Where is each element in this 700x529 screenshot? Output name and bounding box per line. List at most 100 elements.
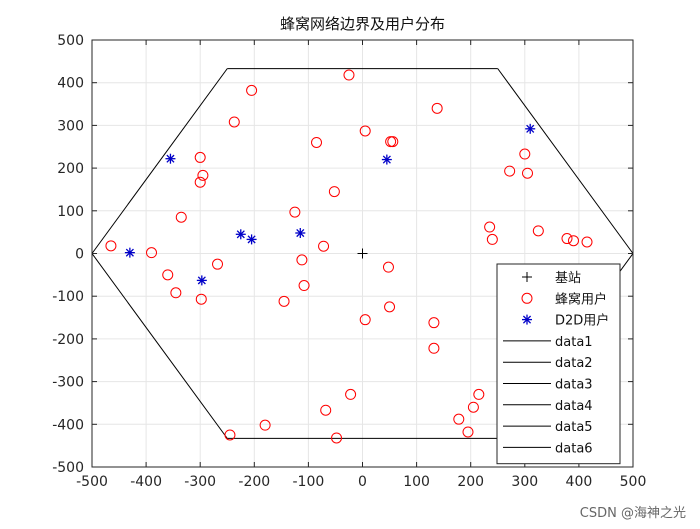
d2d-user-point bbox=[295, 228, 306, 239]
cellular-user-point bbox=[385, 136, 397, 148]
cellular-user-point bbox=[212, 258, 224, 270]
cellular-user-point bbox=[522, 167, 534, 179]
legend-label: data2 bbox=[555, 356, 593, 371]
cellular-user-point bbox=[289, 206, 301, 218]
cellular-user-point bbox=[561, 233, 573, 245]
cellular-user-point bbox=[359, 125, 371, 137]
y-tick-label: 0 bbox=[75, 247, 84, 263]
boundary-segment-data4 bbox=[91, 253, 228, 439]
legend-label: data3 bbox=[555, 378, 593, 393]
d2d-user-point bbox=[381, 154, 392, 165]
cellular-user-point bbox=[343, 69, 355, 81]
cellular-user-point bbox=[175, 211, 187, 223]
y-tick-label: 300 bbox=[57, 118, 84, 134]
y-tick-label: 100 bbox=[57, 204, 84, 220]
cellular-user-point bbox=[311, 136, 323, 148]
boundary-segment-data1 bbox=[497, 68, 634, 254]
cellular-user-point bbox=[581, 236, 593, 248]
cellular-user-point bbox=[195, 293, 207, 305]
cellular-user-point bbox=[345, 388, 357, 400]
x-tick-label: -300 bbox=[184, 474, 216, 490]
cellular-user-point bbox=[384, 301, 396, 313]
legend-label: 基站 bbox=[555, 271, 581, 286]
x-tick-label: 200 bbox=[457, 474, 484, 490]
cellular-user-point bbox=[170, 287, 182, 299]
x-tick-label: 0 bbox=[358, 474, 367, 490]
legend-label: data1 bbox=[555, 335, 593, 350]
cellular-user-point bbox=[359, 314, 371, 326]
cellular-user-point bbox=[194, 151, 206, 163]
x-tick-label: -400 bbox=[130, 474, 162, 490]
boundary-segment-data3 bbox=[91, 68, 228, 254]
cellular-user-point bbox=[428, 317, 440, 329]
cellular-user-point bbox=[320, 404, 332, 416]
cellular-user-point bbox=[328, 186, 340, 198]
cellular-user-point bbox=[486, 233, 498, 245]
legend-label: data5 bbox=[555, 420, 593, 435]
cellular-user-point bbox=[197, 169, 209, 181]
y-tick-label: -400 bbox=[52, 417, 84, 433]
base-station-point bbox=[357, 248, 368, 259]
cellular-user-point bbox=[162, 269, 174, 281]
cellular-user-point bbox=[532, 225, 544, 237]
cellular-user-point bbox=[146, 247, 158, 259]
cellular-user-point bbox=[331, 432, 343, 444]
cellular-user-point bbox=[228, 116, 240, 128]
legend-marker-base-station bbox=[522, 272, 532, 282]
cellular-user-point bbox=[259, 419, 271, 431]
cellular-user-point bbox=[387, 136, 399, 148]
cellular-user-point bbox=[519, 148, 531, 160]
cellular-user-point bbox=[194, 176, 206, 188]
cellular-user-point bbox=[473, 388, 485, 400]
legend-marker-cellular-user bbox=[521, 292, 533, 304]
y-tick-label: -500 bbox=[52, 460, 84, 476]
legend-label: data6 bbox=[555, 441, 593, 456]
d2d-user-point bbox=[246, 234, 257, 245]
legend-label: data4 bbox=[555, 399, 593, 414]
y-tick-label: 400 bbox=[57, 76, 84, 92]
cellular-user-point bbox=[382, 261, 394, 273]
cellular-user-point bbox=[567, 235, 579, 247]
cellular-user-point bbox=[428, 342, 440, 354]
cellular-user-point bbox=[296, 254, 308, 266]
cellular-user-point bbox=[318, 240, 330, 252]
cellular-user-point bbox=[224, 429, 236, 441]
legend-marker-d2d-user bbox=[522, 314, 532, 325]
x-tick-label: -500 bbox=[76, 474, 108, 490]
d2d-user-point bbox=[525, 123, 536, 134]
legend-box bbox=[496, 263, 621, 465]
x-tick-label: -100 bbox=[293, 474, 325, 490]
cellular-user-point bbox=[246, 84, 258, 96]
cellular-user-point bbox=[467, 401, 479, 413]
y-tick-label: -200 bbox=[52, 332, 84, 348]
axis-ticks: -500 -400 -300 -200 -100 0 100 200 300 400 500 -500… bbox=[52, 33, 646, 490]
y-tick-label: -100 bbox=[52, 289, 84, 305]
cellular-user-point bbox=[504, 165, 516, 177]
watermark: CSDN @海神之光 bbox=[579, 506, 686, 521]
d2d-user-point bbox=[165, 153, 176, 164]
d2d-user-point bbox=[235, 229, 246, 240]
y-tick-label: 200 bbox=[57, 161, 84, 177]
x-tick-label: 100 bbox=[403, 474, 430, 490]
cellular-user-point bbox=[278, 295, 290, 307]
cellular-user-point bbox=[484, 221, 496, 233]
cellular-user-point bbox=[105, 240, 117, 252]
legend-label: 蜂窝用户 bbox=[555, 291, 607, 307]
x-tick-label: 400 bbox=[566, 474, 593, 490]
d2d-user-point bbox=[124, 247, 135, 258]
cellular-user-point bbox=[462, 426, 474, 438]
x-tick-label: 500 bbox=[620, 474, 647, 490]
data-points bbox=[105, 69, 593, 444]
x-tick-label: -200 bbox=[238, 474, 270, 490]
d2d-user-point bbox=[196, 275, 207, 286]
x-tick-label: 300 bbox=[511, 474, 538, 490]
chart-title: 蜂窝网络边界及用户分布 bbox=[280, 15, 445, 33]
y-tick-label: -300 bbox=[52, 375, 84, 391]
cellular-user-point bbox=[298, 280, 310, 292]
legend-label: D2D用户 bbox=[555, 313, 609, 329]
cellular-user-point bbox=[453, 413, 465, 425]
cellular-user-point bbox=[431, 102, 443, 114]
